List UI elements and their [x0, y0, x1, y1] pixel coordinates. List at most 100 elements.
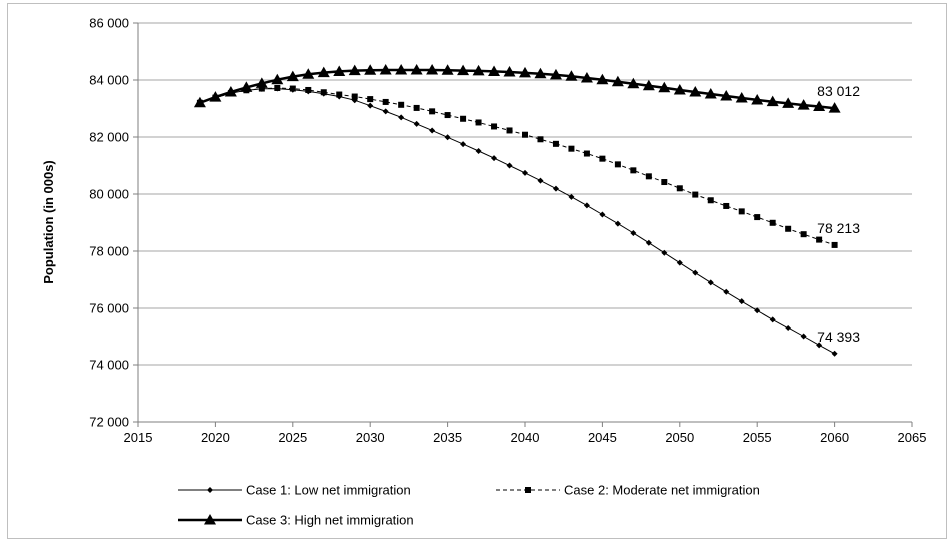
legend-label: Case 3: High net immigration	[246, 513, 414, 528]
data-point	[240, 81, 253, 92]
data-point	[491, 123, 498, 130]
x-tick-label: 2045	[588, 430, 617, 445]
data-point	[769, 316, 776, 323]
x-tick-label: 2015	[124, 430, 153, 445]
y-axis-title: Population (in 000s)	[41, 160, 56, 284]
data-point	[398, 101, 405, 108]
data-point	[645, 173, 652, 180]
data-point	[382, 108, 389, 115]
data-point	[302, 68, 315, 79]
data-point	[534, 67, 547, 79]
data-point	[444, 112, 451, 119]
data-point	[614, 220, 621, 227]
series-line-1	[199, 88, 835, 355]
data-point	[271, 73, 284, 85]
data-point	[661, 179, 668, 186]
data-point	[274, 84, 281, 91]
data-point	[599, 211, 606, 218]
end-label-2: 78 213	[817, 220, 860, 236]
data-point	[429, 108, 436, 115]
data-point	[336, 91, 343, 98]
line-chart: 72 000 74 000 76 000 78 000 80 000 82 000 84 0…	[41, 16, 926, 528]
x-tick-label: 2050	[665, 430, 694, 445]
data-point	[642, 79, 655, 91]
data-point	[506, 127, 513, 134]
x-tick-label: 2025	[278, 430, 307, 445]
data-point	[645, 239, 652, 246]
data-point	[704, 87, 717, 99]
data-point	[813, 100, 826, 112]
chart-frame: 72 000 74 000 76 000 78 000 80 000 82 000 84 0…	[7, 3, 947, 539]
data-point	[506, 162, 513, 169]
data-point	[658, 81, 671, 93]
data-point	[692, 191, 699, 198]
data-point	[816, 342, 823, 349]
data-point	[580, 72, 593, 83]
data-point	[488, 65, 501, 76]
data-point	[382, 98, 389, 105]
data-point	[723, 288, 730, 295]
data-point	[720, 89, 733, 101]
data-point	[522, 169, 528, 176]
data-point	[255, 77, 268, 88]
data-point	[193, 96, 206, 108]
data-point	[673, 83, 686, 95]
legend: Case 1: Low net immigration Case 2: Moder…	[178, 483, 760, 528]
data-point	[413, 104, 420, 111]
x-tick-label: 2035	[433, 430, 462, 445]
data-point	[472, 64, 485, 76]
data-point	[537, 136, 544, 143]
series-layer	[193, 64, 841, 357]
data-point	[367, 102, 374, 109]
data-point	[707, 279, 714, 286]
series-2	[196, 84, 838, 248]
data-point	[676, 259, 683, 266]
series-line-2	[199, 87, 835, 246]
legend-item-2: Case 2: Moderate net immigration	[496, 483, 760, 498]
data-point	[491, 155, 498, 162]
data-point	[831, 350, 838, 357]
data-point	[367, 96, 374, 103]
series-1	[196, 85, 838, 357]
x-tick-label: 2060	[820, 430, 849, 445]
data-point	[379, 64, 392, 75]
data-point	[305, 86, 312, 93]
data-point	[797, 99, 810, 110]
data-point	[568, 193, 575, 200]
data-point	[441, 64, 454, 75]
data-point	[503, 66, 516, 77]
data-point	[599, 155, 606, 162]
legend-marker	[207, 487, 213, 493]
data-point	[661, 249, 668, 256]
data-point	[596, 73, 609, 85]
data-point	[785, 225, 792, 232]
data-point	[289, 85, 296, 92]
legend-marker	[204, 514, 216, 525]
data-point	[611, 75, 624, 87]
data-point	[460, 141, 467, 148]
legend-marker	[525, 487, 531, 493]
y-tick-label: 80 000	[89, 187, 129, 202]
data-point	[800, 231, 807, 238]
data-point	[537, 177, 544, 184]
data-point	[766, 95, 779, 107]
y-tick-label: 74 000	[89, 358, 129, 373]
series-3	[193, 64, 841, 113]
data-point	[692, 269, 699, 276]
data-point	[317, 66, 330, 78]
data-point	[460, 115, 467, 122]
data-point	[398, 114, 405, 121]
legend-label: Case 1: Low net immigration	[246, 483, 411, 498]
data-point	[735, 91, 748, 103]
data-point	[568, 145, 575, 152]
legend-item-3: Case 3: High net immigration	[178, 513, 414, 528]
data-point	[583, 150, 590, 157]
data-point	[614, 161, 621, 168]
data-point	[348, 64, 361, 76]
y-tick-label: 86 000	[89, 16, 129, 31]
end-labels: 74 393 78 213 83 012	[817, 83, 860, 345]
data-point	[676, 185, 683, 192]
data-point	[286, 70, 299, 82]
data-point	[754, 214, 761, 221]
data-point	[444, 134, 451, 141]
